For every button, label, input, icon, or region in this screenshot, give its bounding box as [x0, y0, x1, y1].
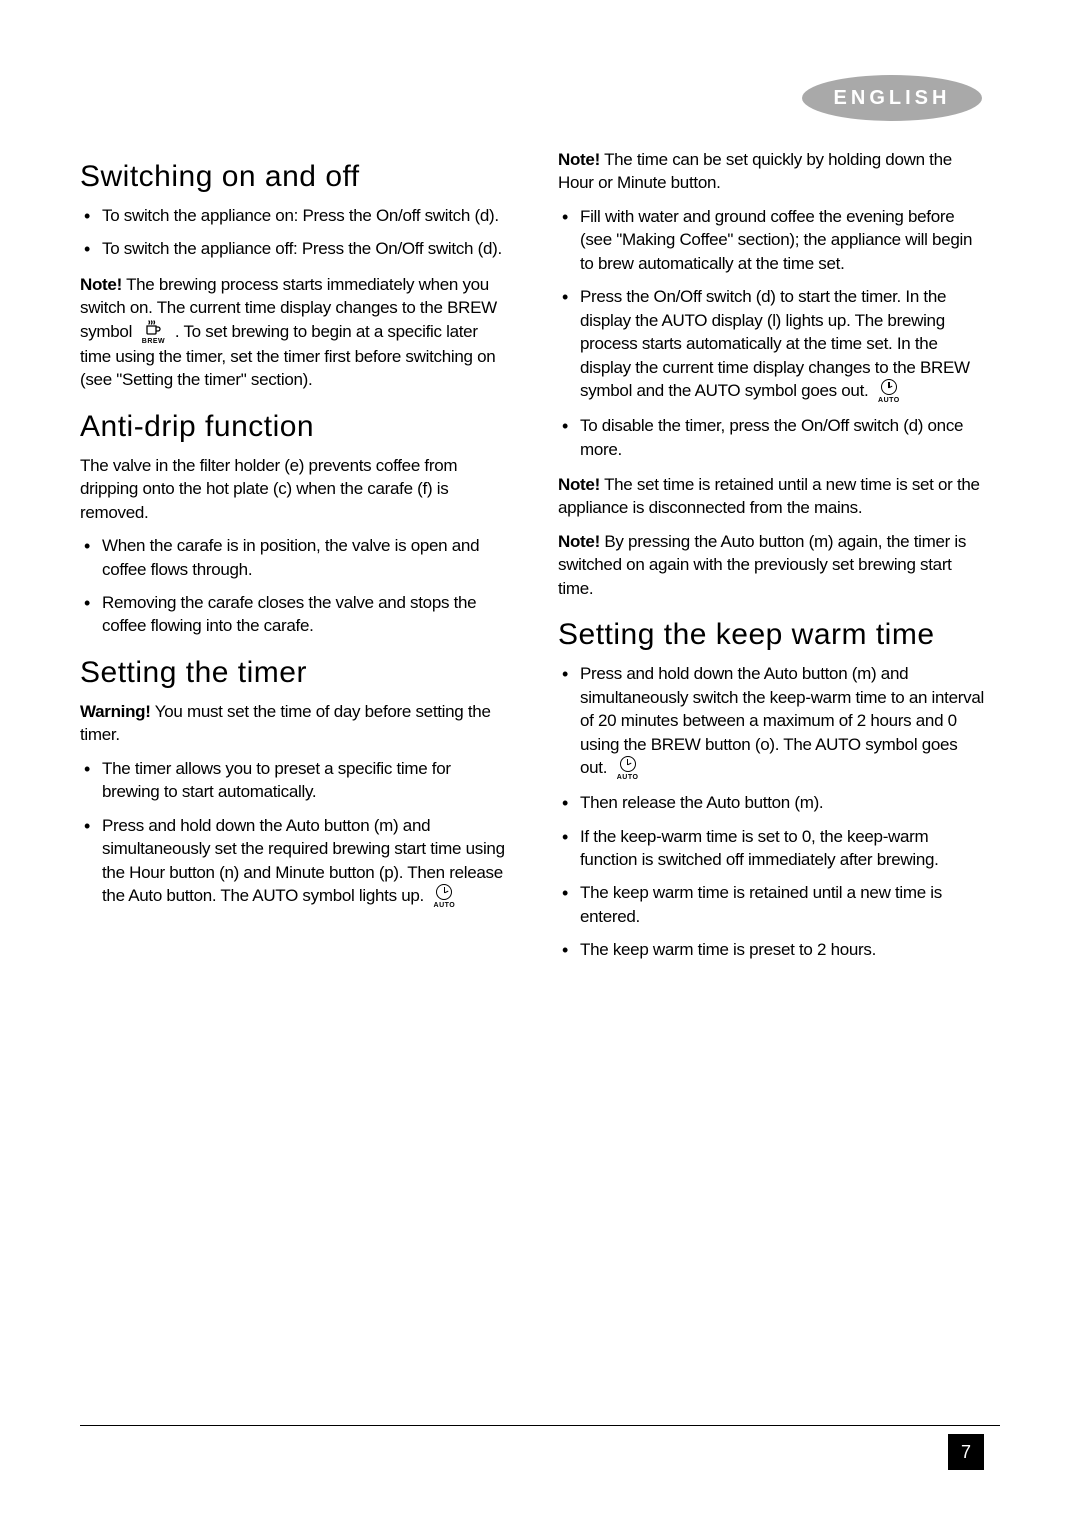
timer-warning: Warning! You must set the time of day be… — [80, 700, 510, 747]
left-column: Switching on and off To switch the appli… — [80, 142, 510, 974]
list-item: To disable the timer, press the On/Off s… — [558, 414, 988, 461]
list-item: Press the On/Off switch (d) to start the… — [558, 285, 988, 404]
language-badge: ENGLISH — [802, 75, 982, 121]
list-item-text: Press the On/Off switch (d) to start the… — [580, 287, 970, 400]
note-lead: Note! — [558, 150, 600, 169]
right-bullets-1: Fill with water and ground coffee the ev… — [558, 205, 988, 461]
footer-rule — [80, 1425, 1000, 1426]
list-item: Press and hold down the Auto button (m) … — [558, 662, 988, 781]
list-item: The keep warm time is preset to 2 hours. — [558, 938, 988, 961]
switching-note: Note! The brewing process starts immedia… — [80, 273, 510, 392]
top-note: Note! The time can be set quickly by hol… — [558, 148, 988, 195]
list-item: The timer allows you to preset a specifi… — [80, 757, 510, 804]
list-item: To switch the appliance on: Press the On… — [80, 204, 510, 227]
note-body: By pressing the Auto button (m) again, t… — [558, 532, 966, 598]
list-item: The keep warm time is retained until a n… — [558, 881, 988, 928]
auto-icon-label: AUTO — [878, 397, 900, 404]
antidrip-bullets: When the carafe is in position, the valv… — [80, 534, 510, 638]
right-note-3: Note! By pressing the Auto button (m) ag… — [558, 530, 988, 600]
manual-page: ENGLISH Switching on and off To switch t… — [0, 0, 1080, 1526]
right-column: Note! The time can be set quickly by hol… — [558, 142, 988, 974]
note-body: The set time is retained until a new tim… — [558, 475, 980, 517]
auto-icon: AUTO — [875, 379, 903, 404]
content-columns: Switching on and off To switch the appli… — [80, 142, 1000, 974]
language-badge-text: ENGLISH — [834, 87, 951, 110]
warning-lead: Warning! — [80, 702, 151, 721]
brew-icon: BREW — [138, 320, 168, 345]
list-item: Fill with water and ground coffee the ev… — [558, 205, 988, 275]
auto-icon: AUTO — [430, 884, 458, 909]
keepwarm-bullets: Press and hold down the Auto button (m) … — [558, 662, 988, 962]
note-lead: Note! — [80, 275, 122, 294]
auto-icon-label: AUTO — [617, 774, 639, 781]
auto-icon-label: AUTO — [434, 902, 456, 909]
note-lead: Note! — [558, 475, 600, 494]
antidrip-para: The valve in the filter holder (e) preve… — [80, 454, 510, 524]
list-item: Removing the carafe closes the valve and… — [80, 591, 510, 638]
switching-bullets: To switch the appliance on: Press the On… — [80, 204, 510, 261]
list-item: To switch the appliance off: Press the O… — [80, 237, 510, 260]
page-number-text: 7 — [961, 1442, 971, 1463]
list-item: Press and hold down the Auto button (m) … — [80, 814, 510, 909]
note-body: The time can be set quickly by holding d… — [558, 150, 952, 192]
brew-icon-label: BREW — [142, 338, 165, 345]
list-item: Then release the Auto button (m). — [558, 791, 988, 814]
list-item: When the carafe is in position, the valv… — [80, 534, 510, 581]
note-lead: Note! — [558, 532, 600, 551]
heading-timer: Setting the timer — [80, 656, 510, 690]
right-note-2: Note! The set time is retained until a n… — [558, 473, 988, 520]
auto-icon: AUTO — [614, 756, 642, 781]
heading-keepwarm: Setting the keep warm time — [558, 618, 988, 652]
timer-bullets: The timer allows you to preset a specifi… — [80, 757, 510, 909]
heading-switching: Switching on and off — [80, 160, 510, 194]
page-number: 7 — [948, 1434, 984, 1470]
heading-antidrip: Anti-drip function — [80, 410, 510, 444]
list-item: If the keep-warm time is set to 0, the k… — [558, 825, 988, 872]
